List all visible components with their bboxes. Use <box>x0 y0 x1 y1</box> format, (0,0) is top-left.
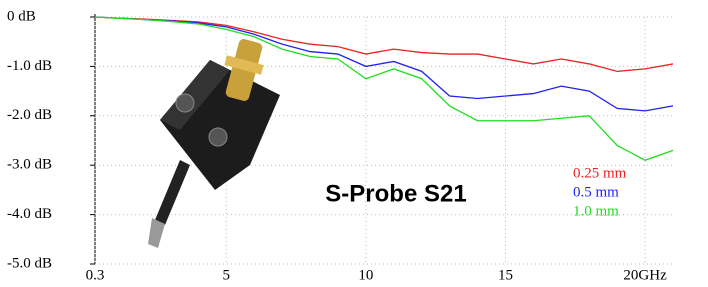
x-tick-label: 10 <box>358 267 373 283</box>
x-tick-label: 20GHz <box>623 267 667 283</box>
x-tick-label: 0.3 <box>86 267 105 283</box>
probe-photo <box>148 38 280 248</box>
legend-entry: 0.5 mm <box>573 184 619 200</box>
y-tick-label: -2.0 dB <box>7 107 52 123</box>
x-tick-label: 5 <box>222 267 230 283</box>
legend-entry: 1.0 mm <box>573 203 619 219</box>
chart-title: S-Probe S21 <box>325 180 466 207</box>
y-tick-label: -3.0 dB <box>7 157 52 173</box>
y-tick-label: -4.0 dB <box>7 206 52 222</box>
x-tick-label: 15 <box>498 267 513 283</box>
chart: 20GHz 15 10 5 0.3 -5.0 dB -4.0 dB -3.0 dB -2.0 d… <box>0 0 708 287</box>
legend-entry: 0.25 mm <box>573 165 627 181</box>
y-tick-label: -1.0 dB <box>7 58 52 74</box>
y-tick-label: -5.0 dB <box>7 255 52 271</box>
y-tick-label: 0 dB <box>7 8 36 24</box>
